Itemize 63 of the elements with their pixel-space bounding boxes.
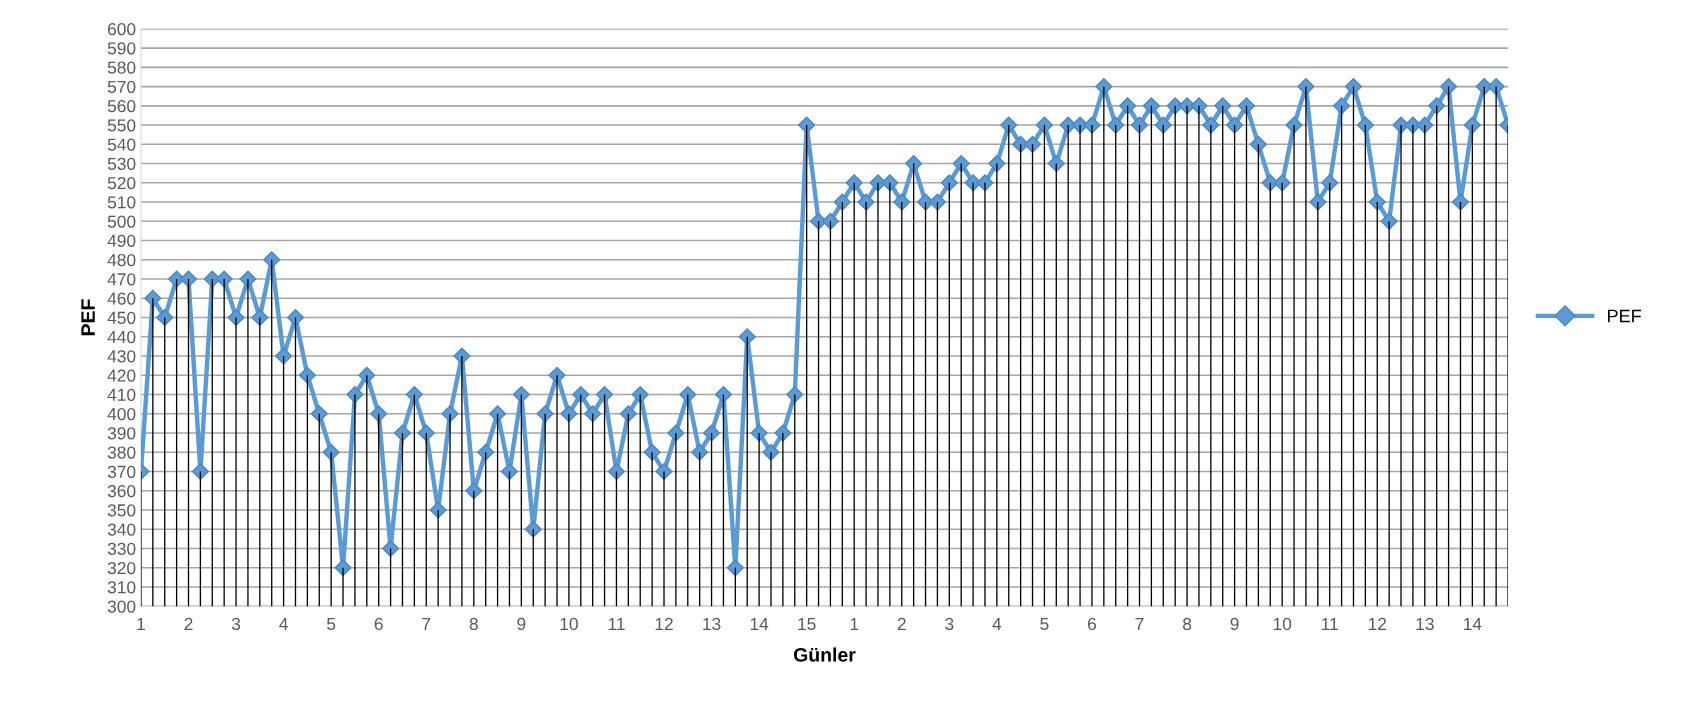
x-tick-label: 4	[279, 617, 288, 630]
x-tick-label: 8	[1182, 617, 1192, 631]
x-tick-label: 11	[1322, 617, 1338, 630]
x-tick-label: 13	[1416, 617, 1434, 631]
x-tick-label: 7	[1135, 617, 1144, 630]
y-tick-label: 530	[107, 157, 136, 170]
x-tick-label: 2	[897, 617, 906, 630]
x-tick-label: 13	[703, 617, 721, 631]
legend-label: PEF	[1608, 309, 1641, 323]
y-tick-label: 470	[107, 273, 136, 286]
x-tick-label: 5	[1040, 617, 1049, 631]
y-tick-label: 410	[107, 388, 136, 401]
x-axis-title: Günler	[793, 647, 856, 662]
y-tick-label: 350	[107, 504, 136, 517]
y-tick-label: 440	[107, 330, 136, 344]
x-tick-label: 1	[137, 617, 145, 630]
x-tick-label: 6	[1088, 617, 1097, 631]
x-tick-label: 7	[422, 617, 431, 630]
y-tick-label: 300	[107, 600, 136, 613]
y-tick-label: 330	[107, 542, 136, 555]
x-tick-label: 9	[1230, 617, 1239, 631]
y-tick-label: 510	[107, 196, 136, 209]
x-tick-label: 4	[992, 617, 1002, 630]
x-tick-label: 14	[1464, 617, 1482, 630]
x-tick-label: 6	[374, 617, 383, 631]
x-tick-label: 14	[750, 617, 769, 630]
y-tick-label: 460	[107, 292, 136, 305]
x-tick-label: 8	[469, 617, 478, 631]
x-tick-label: 3	[945, 617, 954, 631]
y-tick-label: 310	[107, 581, 136, 594]
x-tick-label: 12	[655, 617, 673, 630]
y-tick-label: 580	[107, 61, 136, 74]
y-tick-label: 320	[107, 561, 136, 575]
y-tick-label: 370	[107, 465, 136, 478]
x-tick-label: 10	[560, 617, 578, 631]
x-tick-label: 11	[608, 617, 625, 630]
x-tick-label: 2	[184, 617, 193, 630]
y-tick-label: 590	[107, 42, 136, 55]
y-tick-label: 340	[107, 523, 136, 536]
y-axis-title: PEF	[81, 299, 95, 336]
y-tick-label: 390	[107, 427, 136, 440]
x-tick-label: 10	[1273, 617, 1292, 631]
y-tick-label: 600	[108, 22, 136, 36]
x-tick-label: 5	[327, 617, 336, 631]
y-tick-label: 480	[107, 253, 136, 267]
y-tick-label: 570	[107, 80, 136, 94]
x-tick-label: 1	[850, 617, 859, 630]
y-tick-label: 380	[107, 446, 136, 459]
y-tick-label: 520	[107, 176, 136, 190]
y-tick-label: 360	[107, 484, 136, 498]
y-tick-label: 500	[107, 215, 136, 228]
x-tick-label: 3	[231, 617, 241, 631]
y-tick-label: 560	[107, 99, 136, 113]
y-tick-label: 430	[107, 350, 136, 363]
y-tick-label: 540	[107, 138, 136, 151]
y-tick-label: 550	[107, 119, 136, 132]
x-tick-label: 9	[517, 617, 526, 631]
y-tick-label: 400	[107, 407, 136, 421]
y-tick-label: 490	[107, 234, 136, 247]
y-tick-label: 420	[107, 369, 136, 382]
x-tick-label: 15	[798, 617, 816, 631]
y-tick-label: 450	[107, 311, 136, 324]
x-tick-label: 12	[1368, 617, 1387, 630]
